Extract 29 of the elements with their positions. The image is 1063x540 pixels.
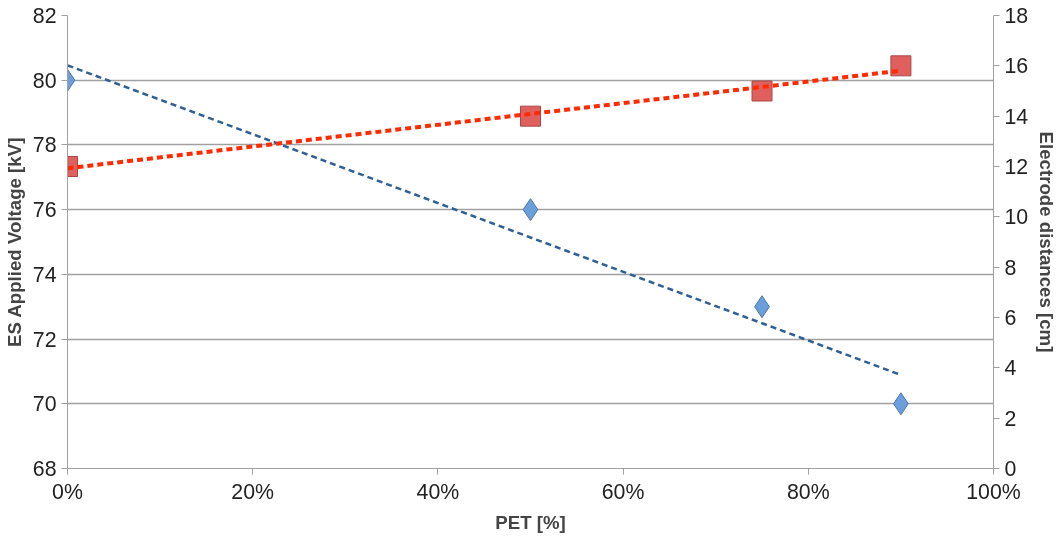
point <box>890 55 912 77</box>
y-axis-title: ES Applied Voltage [kV] <box>3 137 25 348</box>
x-tick-label: 20% <box>231 479 275 504</box>
y2-tick-label: 10 <box>1004 205 1029 230</box>
y2-tick-label: 18 <box>1004 4 1029 28</box>
y2-tick-label: 6 <box>1004 306 1017 330</box>
x-tick-label: 0% <box>52 479 83 504</box>
y2-tick-label: 12 <box>1004 155 1029 179</box>
y-tick-label: 80 <box>32 68 57 93</box>
y-tick-label: 78 <box>32 133 57 158</box>
y2-axis-title: Electrode distances [cm] <box>1036 131 1058 353</box>
x-axis-title: PET [%] <box>495 511 566 533</box>
y-tick-label: 74 <box>32 262 57 287</box>
x-tick-label: 60% <box>601 479 645 504</box>
y-tick-label: 82 <box>32 4 57 28</box>
y-tick-label: 70 <box>32 392 57 417</box>
y2-tick-label: 8 <box>1004 255 1017 280</box>
y-tick-label: 68 <box>32 457 57 481</box>
x-tick-label: 80% <box>786 479 830 504</box>
y2-tick-label: 0 <box>1004 457 1017 481</box>
y-tick-label: 72 <box>32 327 57 352</box>
y-tick-label: 76 <box>32 198 57 223</box>
x-tick-label: 100% <box>966 479 1021 504</box>
y2-tick-label: 16 <box>1004 54 1029 79</box>
point <box>522 198 539 222</box>
y2-tick-label: 4 <box>1004 356 1017 381</box>
y2-tick-label: 14 <box>1004 104 1029 129</box>
y2-tick-label: 2 <box>1004 406 1017 431</box>
x-tick-label: 40% <box>416 479 460 504</box>
